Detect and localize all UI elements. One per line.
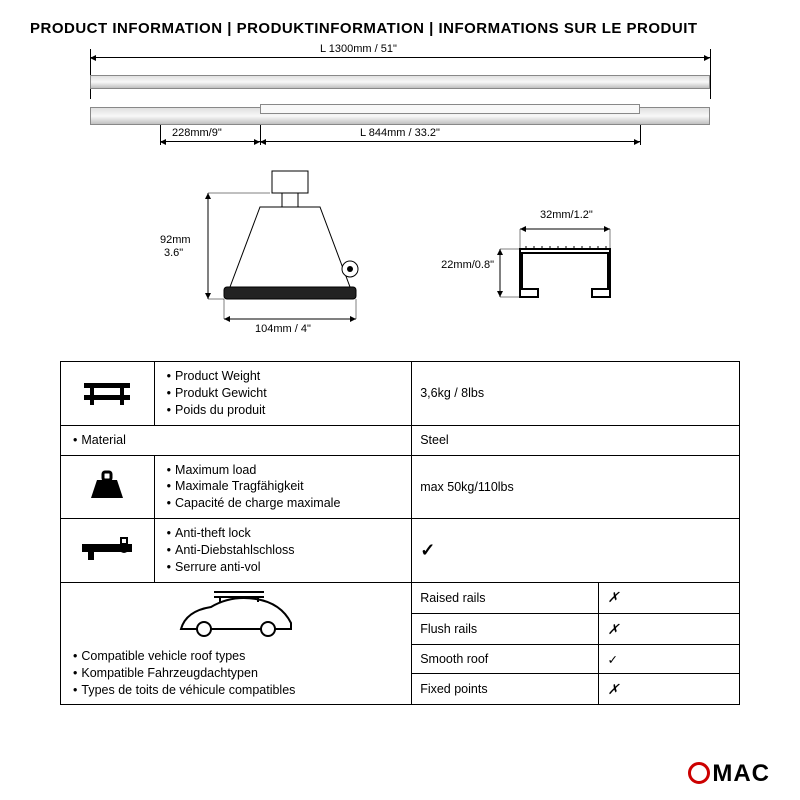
lock-icon <box>61 519 155 583</box>
roof-option-name: Flush rails <box>412 613 599 644</box>
material-label: Material <box>61 425 412 455</box>
roof-option-value: ✗ <box>599 613 740 644</box>
roof-option-name: Smooth roof <box>412 645 599 674</box>
profile-drawing <box>480 219 640 329</box>
material-value: Steel <box>412 425 740 455</box>
car-icon <box>69 589 403 642</box>
foot-base-label: 104mm / 4" <box>255 323 311 335</box>
dimension-diagram: L 1300mm / 51" 228mm/9" L 844mm / 33.2" <box>60 49 740 349</box>
foot-drawing <box>200 169 380 329</box>
foot-height-b: 3.6" <box>164 247 183 259</box>
weight-labels: Product Weight Produkt Gewicht Poids du … <box>154 362 412 426</box>
lock-value: ✓ <box>412 519 740 583</box>
roof-types-labels: Compatible vehicle roof types Kompatible… <box>61 582 412 705</box>
second-rail-inner <box>260 104 640 114</box>
roof-option-name: Fixed points <box>412 674 599 705</box>
lock-labels: Anti-theft lock Anti-Diebstahlschloss Se… <box>154 519 412 583</box>
profile-height-label: 22mm/0.8" <box>440 259 494 271</box>
offset-label: 228mm/9" <box>172 127 222 139</box>
roof-option-value: ✗ <box>599 582 740 613</box>
top-rail <box>90 75 710 89</box>
table-row: Anti-theft lock Anti-Diebstahlschloss Se… <box>61 519 740 583</box>
table-row: Product Weight Produkt Gewicht Poids du … <box>61 362 740 426</box>
load-labels: Maximum load Maximale Tragfähigkeit Capa… <box>154 455 412 519</box>
bars-icon <box>61 362 155 426</box>
load-value: max 50kg/110lbs <box>412 455 740 519</box>
table-row: Material Steel <box>61 425 740 455</box>
brand-ring-icon <box>688 762 710 784</box>
profile-width-label: 32mm/1.2" <box>540 209 593 221</box>
brand-logo: MAC <box>688 760 770 788</box>
foot-height-a: 92mm <box>160 234 191 246</box>
weight-value: 3,6kg / 8lbs <box>412 362 740 426</box>
roof-option-value: ✓ <box>599 645 740 674</box>
table-row: Maximum load Maximale Tragfähigkeit Capa… <box>61 455 740 519</box>
spec-table: Product Weight Produkt Gewicht Poids du … <box>60 361 740 705</box>
roof-option-value: ✗ <box>599 674 740 705</box>
inner-length-label: L 844mm / 33.2" <box>360 127 440 139</box>
table-row: Compatible vehicle roof types Kompatible… <box>61 582 740 613</box>
roof-option-name: Raised rails <box>412 582 599 613</box>
weight-icon <box>61 455 155 519</box>
top-length-label: L 1300mm / 51" <box>320 43 397 55</box>
page-title: PRODUCT INFORMATION | PRODUKTINFORMATION… <box>30 20 770 37</box>
